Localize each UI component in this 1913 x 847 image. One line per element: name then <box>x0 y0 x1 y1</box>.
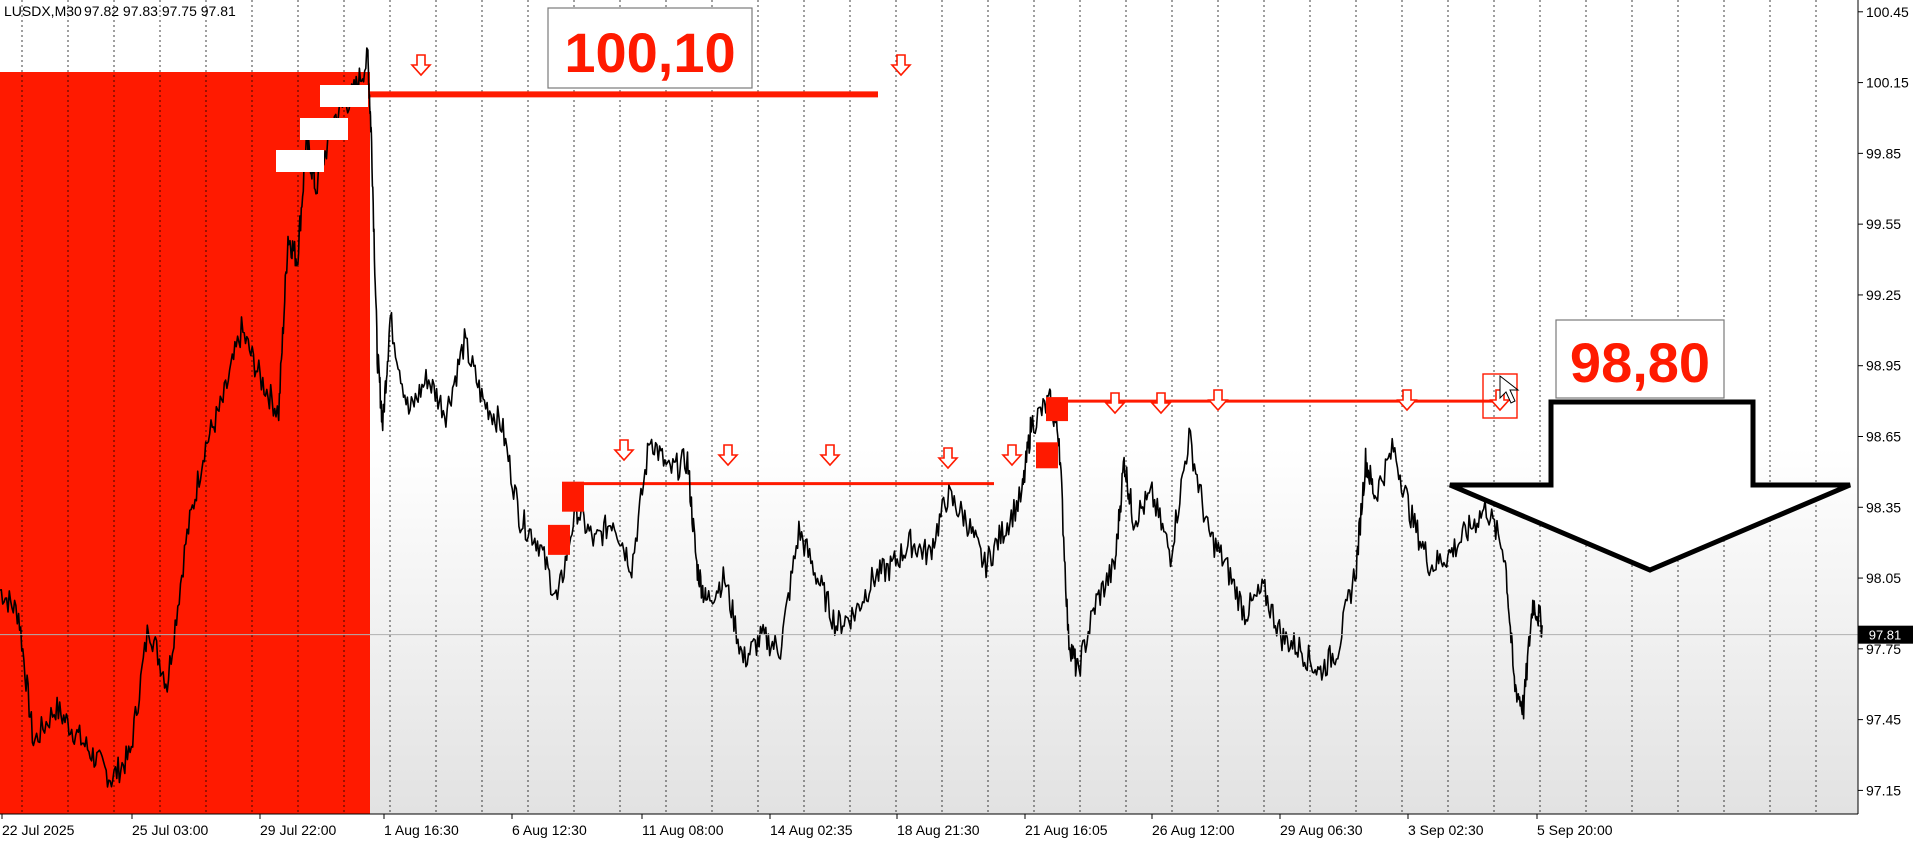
y-tick-label: 100.15 <box>1866 75 1909 91</box>
upper-level-label-box <box>547 7 753 89</box>
lower-level-label-box <box>1555 319 1725 399</box>
x-tick-label: 5 Sep 20:00 <box>1537 822 1613 838</box>
small-down-arrow-icon <box>890 54 912 77</box>
y-tick-label: 97.45 <box>1866 712 1901 728</box>
small-down-arrow-icon <box>613 439 635 462</box>
level-markers <box>276 54 1518 555</box>
y-axis-ticks: 100.45 100.15 99.85 99.55 99.25 98.95 98.65 98.… <box>1858 4 1909 798</box>
y-tick-label: 100.45 <box>1866 4 1909 20</box>
red-zone-block <box>1036 442 1058 469</box>
big-down-arrow-icon <box>1449 399 1851 573</box>
mouse-cursor-icon <box>1499 374 1520 404</box>
y-tick-label: 98.05 <box>1866 570 1901 586</box>
red-zone <box>0 72 370 814</box>
current-price-badge <box>1858 625 1913 644</box>
small-down-arrow-icon <box>1150 392 1172 415</box>
y-tick-label: 99.25 <box>1866 287 1901 303</box>
small-down-arrow-icon <box>1207 389 1229 412</box>
y-tick-label: 98.65 <box>1866 428 1901 444</box>
red-zone-block <box>548 524 570 555</box>
x-tick-label: 11 Aug 08:00 <box>642 822 724 838</box>
price-series-line <box>0 47 1543 788</box>
zone-notch <box>320 85 368 107</box>
x-tick-label: 3 Sep 02:30 <box>1408 822 1484 838</box>
y-tick-label: 97.75 <box>1866 641 1901 657</box>
x-tick-label: 6 Aug 12:30 <box>512 822 587 838</box>
x-tick-label: 22 Jul 2025 <box>2 822 75 838</box>
level-lines <box>370 91 1500 486</box>
x-tick-label: 25 Jul 03:00 <box>132 822 208 838</box>
x-tick-label: 1 Aug 16:30 <box>384 822 459 838</box>
y-tick-label: 99.55 <box>1866 216 1901 232</box>
lower-level-label: 98,80 <box>1570 331 1710 394</box>
zone-notch <box>300 118 348 140</box>
current-price-label: 97.81 <box>1869 628 1902 643</box>
chart-symbol: LUSDX,M30 <box>4 3 82 19</box>
red-zone-block <box>1046 397 1068 422</box>
x-tick-label: 21 Aug 16:05 <box>1025 822 1108 838</box>
small-down-arrow-icon <box>717 444 739 467</box>
y-axis-panel <box>1858 0 1913 847</box>
red-zone-block <box>562 481 584 512</box>
y-tick-label: 98.35 <box>1866 499 1901 515</box>
small-down-arrow-icon <box>819 444 841 467</box>
y-tick-label: 99.85 <box>1866 145 1901 161</box>
small-down-arrow-icon <box>1396 389 1418 412</box>
small-arrow-frame <box>1482 373 1518 419</box>
small-down-arrow-icon <box>410 54 432 77</box>
upper-level-label: 100,10 <box>564 21 735 84</box>
small-down-arrow-icon <box>1104 392 1126 415</box>
chart-ohlc: 97.82 97.83 97.75 97.81 <box>84 3 236 19</box>
x-tick-label: 26 Aug 12:00 <box>1152 822 1235 838</box>
x-tick-label: 29 Jul 22:00 <box>260 822 336 838</box>
x-tick-label: 29 Aug 06:30 <box>1280 822 1363 838</box>
y-tick-label: 97.15 <box>1866 782 1901 798</box>
small-down-arrow-icon <box>937 447 959 470</box>
x-axis-panel <box>0 814 1913 847</box>
x-tick-label: 18 Aug 21:30 <box>897 822 980 838</box>
x-axis-ticks: 22 Jul 2025 25 Jul 03:00 29 Jul 22:00 1 Aug… <box>1 814 1613 838</box>
x-tick-label: 14 Aug 02:35 <box>770 822 853 838</box>
y-tick-label: 98.95 <box>1866 358 1901 374</box>
zone-notch <box>276 150 324 172</box>
small-down-arrow-icon <box>1001 444 1023 467</box>
